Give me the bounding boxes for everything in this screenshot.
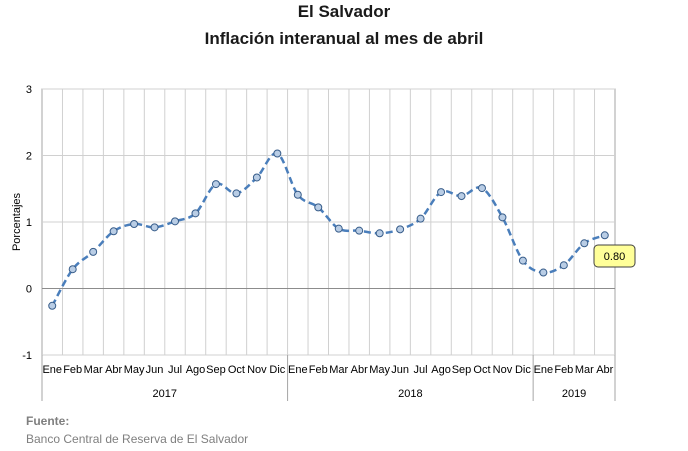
data-point <box>314 203 323 212</box>
x-tick-label: Jul <box>168 364 182 376</box>
y-tick-label: 3 <box>26 84 32 96</box>
data-point <box>211 180 220 189</box>
x-tick-label: Oct <box>473 364 490 376</box>
x-tick-label: Ago <box>186 364 206 376</box>
x-tick-label: Abr <box>351 364 368 376</box>
data-point <box>518 256 527 265</box>
x-tick-label: May <box>124 364 145 376</box>
callout-label: 0.80 <box>604 251 625 263</box>
data-point <box>600 231 609 240</box>
chart-title: El Salvador <box>297 2 391 21</box>
data-point <box>68 265 77 274</box>
data-point <box>416 214 425 223</box>
data-point <box>191 209 200 218</box>
x-tick-label: May <box>369 364 390 376</box>
y-tick-label: 2 <box>26 151 32 163</box>
x-tick-label: Ene <box>42 364 62 376</box>
data-point <box>355 226 364 235</box>
data-point <box>89 247 98 256</box>
x-tick-label: Jun <box>146 364 164 376</box>
y-axis-label: Porcentajes <box>11 192 23 251</box>
data-point <box>396 225 405 234</box>
x-tick-label: Mar <box>84 364 103 376</box>
source-text: Banco Central de Reserva de El Salvador <box>26 432 249 446</box>
data-point <box>232 189 241 198</box>
x-tick-label: Mar <box>575 364 594 376</box>
year-label: 2017 <box>153 388 177 400</box>
data-point <box>130 219 139 228</box>
data-point <box>273 149 282 158</box>
x-tick-label: Ene <box>288 364 308 376</box>
data-point <box>334 224 343 233</box>
data-point <box>293 190 302 199</box>
y-tick-label: -1 <box>22 350 32 362</box>
series-line <box>51 152 606 307</box>
x-tick-label: Jul <box>414 364 428 376</box>
y-tick-label: 1 <box>26 217 32 229</box>
x-tick-label: Mar <box>329 364 348 376</box>
data-point <box>437 188 446 197</box>
data-point <box>539 268 548 277</box>
x-tick-label: Sep <box>206 364 226 376</box>
data-point <box>150 223 159 232</box>
chart-subtitle: Inflación interanual al mes de abril <box>204 29 484 48</box>
data-point <box>457 192 466 201</box>
data-point <box>48 301 57 310</box>
x-tick-label: Dic <box>515 364 531 376</box>
x-tick-label: Sep <box>452 364 472 376</box>
x-tick-label: Ene <box>534 364 554 376</box>
x-tick-label: Abr <box>596 364 613 376</box>
year-label: 2019 <box>562 388 586 400</box>
callout-box <box>593 244 636 268</box>
x-tick-label: Feb <box>63 364 82 376</box>
x-tick-label: Nov <box>493 364 513 376</box>
data-point <box>252 173 261 182</box>
year-label: 2018 <box>398 388 422 400</box>
data-point <box>580 239 589 248</box>
data-point <box>109 227 118 236</box>
data-point <box>477 184 486 193</box>
x-tick-label: Feb <box>309 364 328 376</box>
source-label: Fuente: <box>26 414 70 428</box>
x-tick-label: Jun <box>391 364 409 376</box>
x-tick-label: Nov <box>247 364 267 376</box>
data-point <box>559 261 568 270</box>
x-tick-label: Dic <box>269 364 285 376</box>
data-point <box>498 213 507 222</box>
x-tick-label: Abr <box>105 364 122 376</box>
x-tick-label: Feb <box>554 364 573 376</box>
x-tick-label: Oct <box>228 364 245 376</box>
x-tick-label: Ago <box>431 364 451 376</box>
data-point <box>375 229 384 238</box>
y-tick-label: 0 <box>26 284 32 296</box>
data-point <box>171 217 180 226</box>
